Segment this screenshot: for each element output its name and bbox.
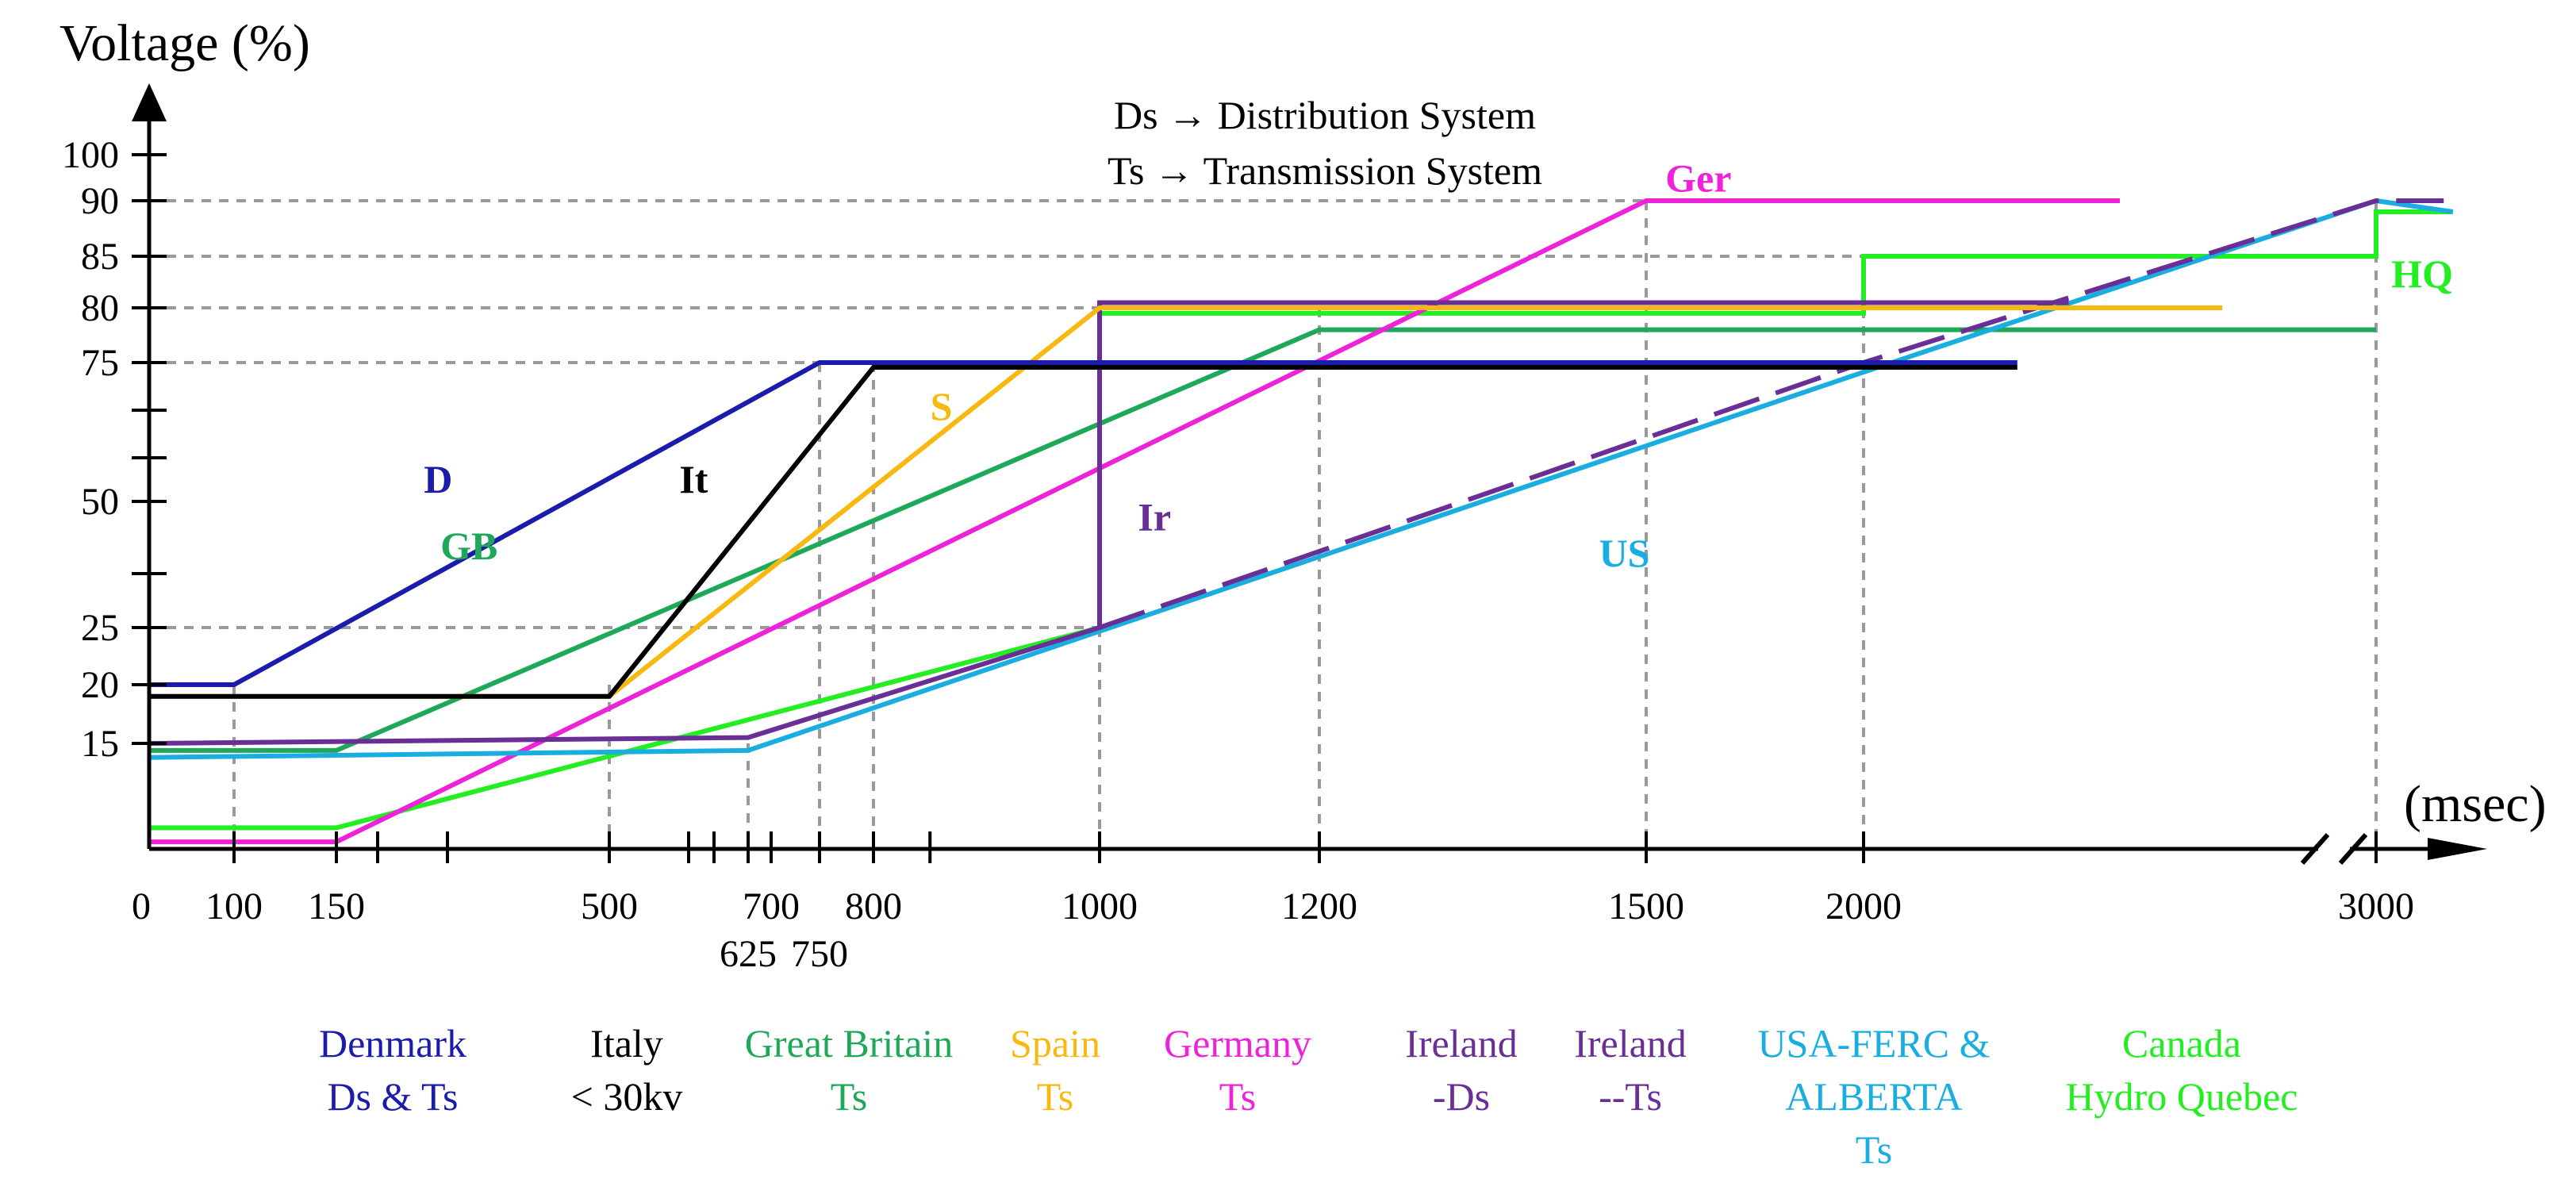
x-tick-label: 100 [205,885,263,927]
x-tick-label: 625 [720,933,777,975]
series-line [149,198,2120,845]
legend-entry: Great Britain [745,1021,953,1066]
legend-entry: Ts [831,1074,868,1119]
legend-entry: Spain [1010,1021,1100,1066]
y-tick-label: 100 [62,134,119,176]
x-tick-label: 1500 [1608,885,1684,927]
legend-entry: Ds & Ts [327,1074,458,1119]
series-line [1099,198,2453,630]
legend-entry: Hydro Quebec [2066,1074,2298,1119]
x-tick-label: 800 [845,885,902,927]
legend-entry: Ireland [1405,1021,1518,1066]
legend-entry: --Ts [1599,1074,1662,1119]
y-tick-label: 50 [81,481,119,523]
x-tick-label: 500 [581,885,638,927]
series-line [149,365,2017,699]
legend-entry: -Ds [1433,1074,1490,1119]
annotation-ds: Ds → Distribution System [1114,93,1536,137]
legend-entry: USA-FERC & [1757,1021,1990,1066]
x-axis-title: (msec) [2404,775,2547,833]
legend-entry: Ireland [1574,1021,1687,1066]
series-lines [148,198,2454,845]
x-tick-label: 700 [743,885,800,927]
axes: 0 100 150 500 625 700 750 800 1000 1200 1500 2000 30… [62,83,2487,975]
series-line [149,327,2376,753]
legend-entry: Germany [1164,1021,1311,1066]
y-tick-label: 90 [81,180,119,222]
series-label: US [1599,531,1650,575]
legend-entry: ALBERTA [1785,1074,1963,1119]
line-labels: D It GB S Ir US Ger HQ [424,156,2453,575]
y-axis-arrow-icon [132,83,167,121]
series-label: Ir [1138,494,1171,539]
y-axis-title: Voltage (%) [60,14,310,72]
series-line [149,209,2453,831]
legend: Denmark Ds & Ts Italy < 30kv Great Britain Ts… [319,1021,2298,1172]
series-label: It [679,457,708,501]
series-label: GB [440,524,497,568]
legend-entry: Ts [1856,1127,1893,1172]
series-label: HQ [2391,252,2453,296]
annotation-ts: Ts → Transmission System [1108,148,1542,193]
y-tick-label: 25 [81,607,119,649]
x-tick-label: 1000 [1061,885,1138,927]
x-tick-label: 0 [132,885,151,927]
legend-entry: < 30kv [571,1074,683,1119]
series-label: Ger [1665,156,1731,200]
x-tick-label: 1200 [1281,885,1357,927]
legend-entry: Canada [2122,1021,2241,1066]
series-line [148,198,2454,760]
series-line [149,360,2017,687]
series-label: S [931,384,953,428]
series-label: D [424,457,452,501]
x-tick-label: 2000 [1825,885,1902,927]
x-tick-label: 150 [308,885,365,927]
legend-entry: Denmark [319,1021,466,1066]
x-axis-arrow-icon [2428,838,2487,860]
x-tick-label: 3000 [2338,885,2414,927]
y-tick-label: 85 [81,236,119,278]
reference-lines [149,199,2378,849]
y-tick-label: 15 [81,723,119,765]
x-tick-label: 750 [791,933,848,975]
legend-entry: Ts [1037,1074,1074,1119]
y-tick-label: 80 [81,287,119,329]
y-tick-label: 20 [81,664,119,706]
legend-entry: Ts [1219,1074,1257,1119]
y-tick-label: 75 [81,342,119,384]
legend-entry: Italy [590,1021,663,1066]
